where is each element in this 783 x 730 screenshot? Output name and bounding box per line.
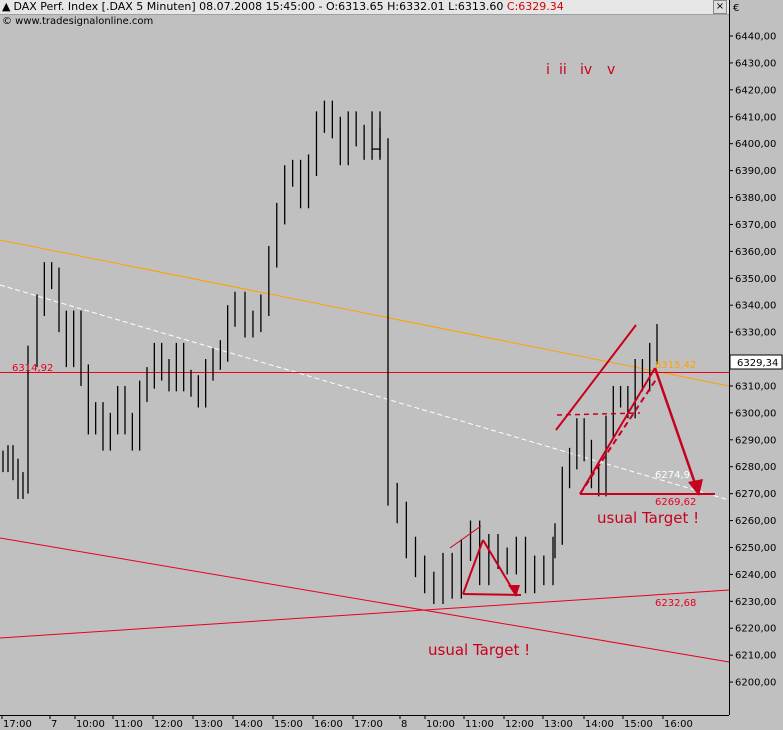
x-tick-label: 17:00 [3, 719, 32, 730]
x-tick-label: 8 [401, 719, 407, 730]
y-tick-label: 6210,00 [735, 651, 776, 662]
current-price-label: 6329,34 [737, 358, 778, 369]
x-tick-label: 12:00 [154, 719, 183, 730]
y-tick-label: 6250,00 [735, 543, 776, 554]
y-tick-label: 6340,00 [735, 301, 776, 312]
level-label: 6274,9 [655, 470, 690, 481]
x-tick-label: 11:00 [465, 719, 494, 730]
annotation-line [449, 525, 482, 549]
x-tick-label: 13:00 [194, 719, 223, 730]
y-tick-label: 6200,00 [735, 678, 776, 689]
wave-label: ii [559, 62, 567, 78]
copyright-notice: © www.tradesignalonline.com [2, 16, 154, 27]
collapse-triangle-icon[interactable]: ▲ [2, 0, 11, 13]
annotation-line [556, 412, 641, 416]
y-tick-label: 6400,00 [735, 139, 776, 150]
annotation-line [579, 367, 656, 495]
x-tick-label: 15:00 [274, 719, 303, 730]
orange-trendline [0, 239, 730, 387]
y-tick-label: 6310,00 [735, 381, 776, 392]
x-tick-label: 7 [51, 719, 57, 730]
y-tick-label: 6220,00 [735, 624, 776, 635]
y-tick-label: 6380,00 [735, 193, 776, 204]
annotation-line [462, 593, 522, 596]
annotation-line [579, 377, 658, 495]
x-tick-label: 10:00 [426, 719, 455, 730]
chart-titlebar: ▲ DAX Perf. Index [.DAX 5 Minuten] 08.07.… [0, 0, 729, 15]
wave-label: i [546, 62, 550, 78]
wave-label: v [607, 62, 615, 78]
x-tick-label: 11:00 [114, 719, 143, 730]
red-lower-trendline [0, 537, 730, 663]
y-tick-label: 6300,00 [735, 408, 776, 419]
level-label: 6232,68 [655, 598, 696, 609]
x-tick-label: 12:00 [505, 719, 534, 730]
annotation-line [653, 367, 700, 493]
level-label: 6269,62 [655, 497, 696, 508]
x-tick-label: 17:00 [354, 719, 383, 730]
white-dashed-trendline [0, 284, 730, 501]
close-icon[interactable]: × [713, 0, 727, 14]
x-tick-label: 15:00 [624, 719, 653, 730]
red-support-line [0, 589, 730, 639]
current-price-box [729, 354, 783, 370]
target-label: usual Target ! [428, 641, 530, 659]
y-tick-label: 6360,00 [735, 247, 776, 258]
arrow-head-icon [688, 479, 703, 496]
y-tick-label: 6280,00 [735, 462, 776, 473]
x-tick-label: 14:00 [585, 719, 614, 730]
y-tick-label: 6390,00 [735, 166, 776, 177]
last-close-value: C:6329.34 [506, 0, 564, 13]
y-tick-label: 6430,00 [735, 58, 776, 69]
y-tick-label: 6290,00 [735, 435, 776, 446]
currency-symbol: € [733, 3, 739, 14]
wave-label: iv [580, 62, 592, 78]
x-tick-label: 16:00 [314, 719, 343, 730]
y-tick-label: 6420,00 [735, 85, 776, 96]
chart-title: DAX Perf. Index [.DAX 5 Minuten] 08.07.2… [13, 0, 507, 13]
target-label: usual Target ! [597, 509, 699, 527]
y-tick-label: 6330,00 [735, 328, 776, 339]
y-tick-label: 6260,00 [735, 516, 776, 527]
y-tick-label: 6370,00 [735, 220, 776, 231]
y-tick-label: 6410,00 [735, 112, 776, 123]
annotation-line [555, 324, 637, 431]
x-tick-label: 10:00 [76, 719, 105, 730]
level-label: 6314,92 [12, 363, 53, 374]
x-tick-label: 13:00 [544, 719, 573, 730]
level-label: 6315,42 [655, 360, 696, 371]
x-tick-label: 14:00 [234, 719, 263, 730]
y-tick-label: 6240,00 [735, 570, 776, 581]
y-tick-label: 6350,00 [735, 274, 776, 285]
arrow-head-icon [508, 585, 520, 597]
y-tick-label: 6440,00 [735, 32, 776, 43]
y-tick-label: 6230,00 [735, 597, 776, 608]
y-tick-label: 6270,00 [735, 489, 776, 500]
x-tick-label: 16:00 [664, 719, 693, 730]
annotation-line [462, 539, 484, 595]
